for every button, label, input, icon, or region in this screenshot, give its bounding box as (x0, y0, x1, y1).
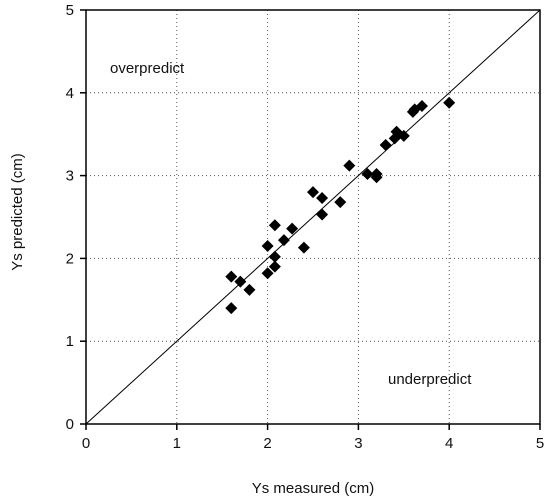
y-tick-label: 0 (66, 416, 74, 433)
y-tick-label: 2 (66, 250, 74, 267)
plot-border (85, 9, 541, 425)
data-points (225, 96, 456, 315)
data-point (361, 167, 374, 180)
y-tick-label: 1 (66, 333, 74, 350)
data-point (243, 283, 256, 296)
data-point (307, 186, 319, 199)
reference-line (85, 9, 541, 425)
x-tick-label: 0 (82, 435, 90, 452)
data-point (370, 167, 383, 180)
data-point (316, 208, 329, 221)
x-tick-label: 5 (536, 435, 544, 452)
x-axis-label: Ys measured (cm) (252, 480, 375, 497)
data-point (225, 302, 238, 315)
data-point (286, 222, 299, 235)
tick-labels: 0 1 2 3 4 5 0 1 2 3 4 5 (66, 2, 545, 452)
grid (86, 10, 540, 424)
y-axis-label: Ys predicted (cm) (9, 153, 26, 271)
x-tick-label: 4 (445, 435, 453, 452)
data-point (415, 100, 428, 113)
data-point (268, 219, 281, 232)
x-tick-label: 1 (173, 435, 181, 452)
data-point (268, 250, 281, 263)
data-point (379, 138, 392, 151)
tick-marks (80, 9, 541, 430)
data-point (268, 260, 281, 273)
y-tick-label: 3 (66, 168, 74, 185)
y-tick-label: 4 (66, 85, 74, 102)
data-point (297, 241, 310, 254)
y-tick-label: 5 (66, 2, 74, 19)
data-point (343, 159, 356, 172)
data-point (443, 96, 456, 109)
data-point (334, 196, 347, 209)
data-point (234, 275, 247, 288)
plot-frame (85, 9, 541, 425)
data-point (316, 191, 329, 204)
reference-line-group (85, 9, 541, 425)
x-tick-label: 2 (263, 435, 271, 452)
annotation-overpredict: overpredict (110, 60, 185, 77)
data-point (261, 239, 274, 252)
annotation-underpredict: underpredict (388, 371, 472, 388)
data-point (225, 270, 238, 283)
data-point (261, 267, 274, 280)
data-point (397, 129, 410, 142)
data-point (277, 234, 290, 247)
x-tick-label: 3 (354, 435, 362, 452)
